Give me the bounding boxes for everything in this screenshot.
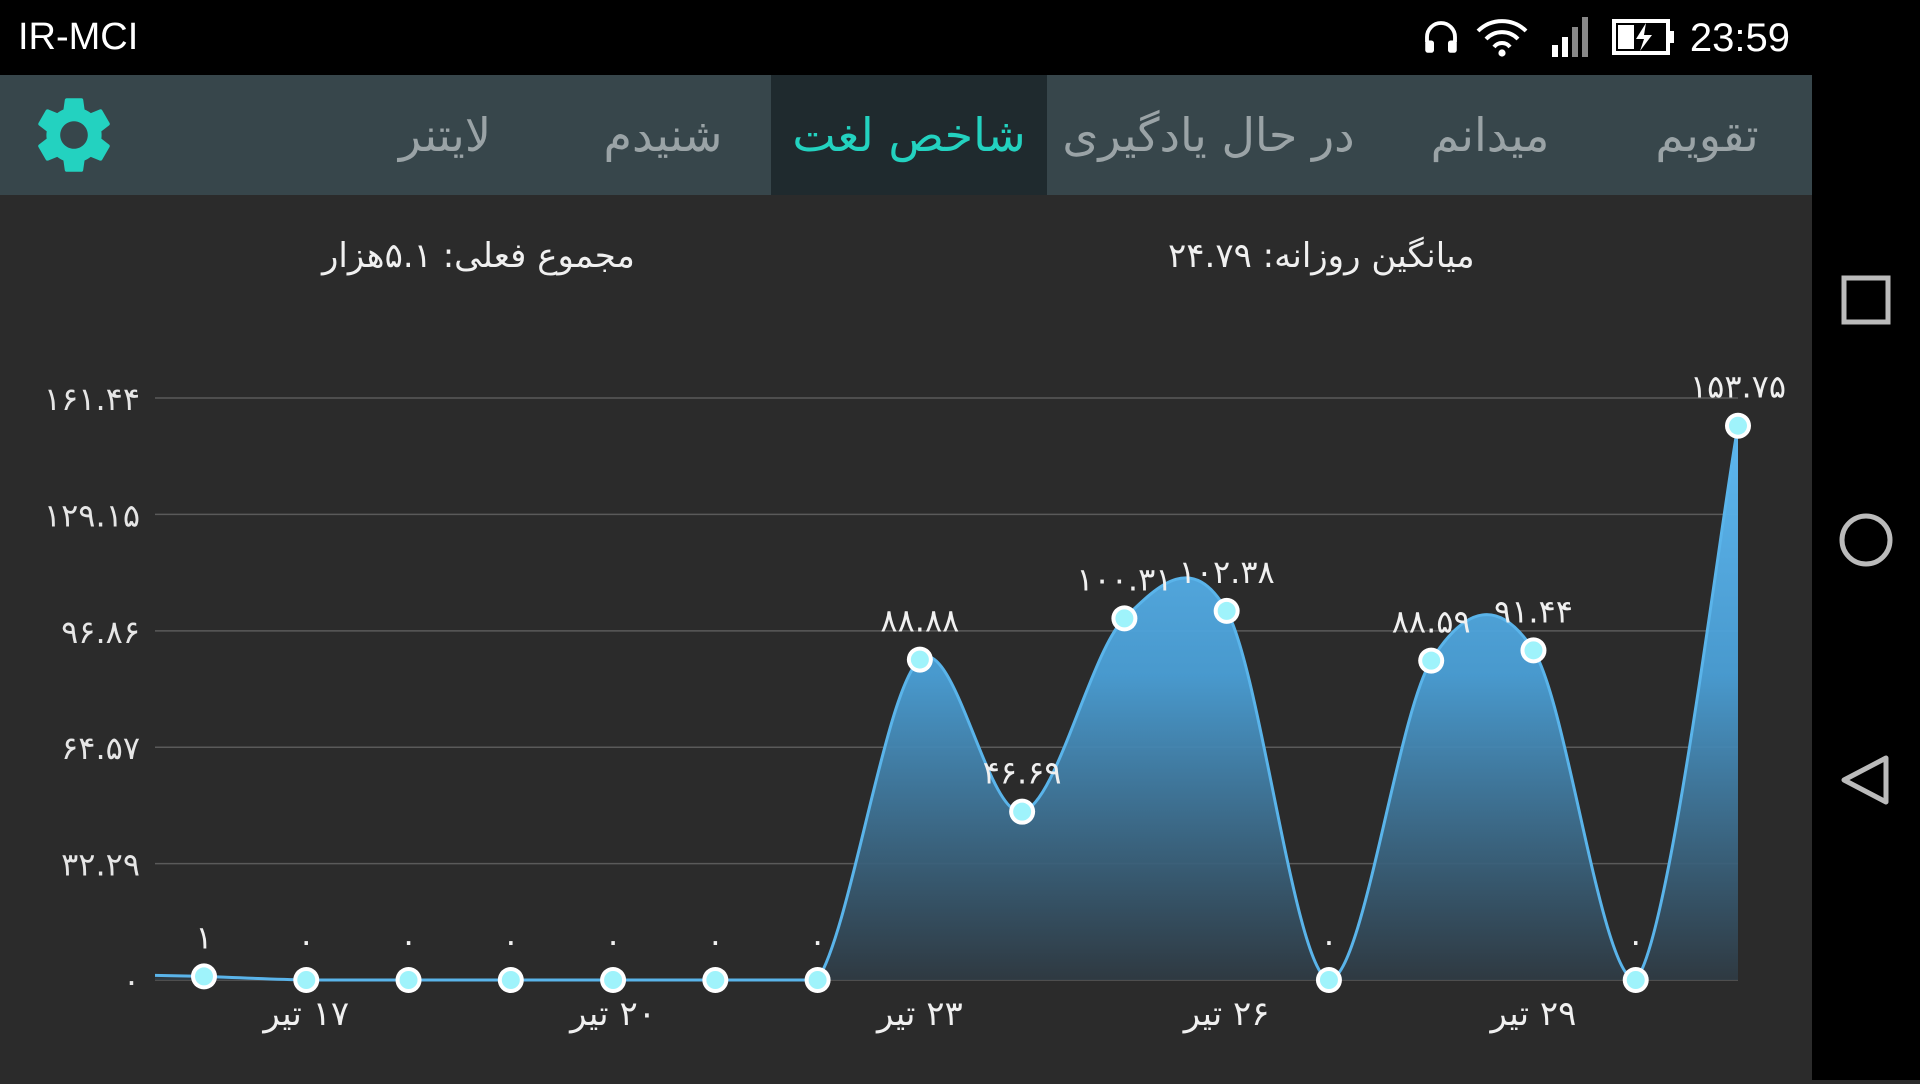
battery-charging-icon xyxy=(1612,16,1676,62)
x-tick-label: ۲۰ تیر xyxy=(568,994,656,1034)
series-line xyxy=(203,425,1740,982)
data-label: ۱۰۲.۳۸ xyxy=(1179,553,1275,591)
data-label: ۰ xyxy=(604,922,621,960)
y-tick-label: ۱۶۱.۴۴ xyxy=(44,380,140,418)
current-total-label: مجموع فعلی: ۵.۱هزار xyxy=(322,236,635,276)
daily-average-label: میانگین روزانه: ۲۴.۷۹ xyxy=(1168,236,1475,276)
data-point-inner xyxy=(297,971,316,989)
y-tick-label: ۳۲.۲۹ xyxy=(61,846,140,884)
back-icon xyxy=(1841,755,1889,805)
navigation-bar xyxy=(1812,0,1920,1080)
x-tick-label: ۱۷ تیر xyxy=(261,994,349,1034)
x-tick-label: ۲۹ تیر xyxy=(1489,994,1577,1034)
data-label: ۰ xyxy=(707,922,724,960)
data-point-inner xyxy=(1013,802,1032,821)
data-point-inner xyxy=(1115,609,1134,628)
data-label: ۱۰۰.۳۱ xyxy=(1076,560,1172,598)
data-point-inner xyxy=(1729,416,1747,435)
home-button[interactable] xyxy=(1836,510,1896,570)
data-label: ۹۱.۴۴ xyxy=(1494,592,1573,630)
data-label: ۸۸.۵۹ xyxy=(1392,603,1471,641)
series-area xyxy=(155,425,1738,980)
status-bar: IR-MCI 23:59 xyxy=(0,0,1812,75)
data-point-inner xyxy=(808,971,827,989)
tab-known[interactable]: میدانم xyxy=(1430,108,1550,162)
data-point-inner xyxy=(501,971,520,989)
carrier-name: IR-MCI xyxy=(18,16,139,58)
data-point-inner xyxy=(1422,651,1441,670)
word-index-chart: ۰ ۳۲.۲۹ ۶۴.۵۷ ۹۶.۸۶ ۱۲۹.۱۵ ۱۶۱.۴۴ ۱ ۰ ۰ ۰ ۰ ۰ ۰ ۸۸.۸۸… xyxy=(0,340,1812,1080)
x-tick-label: ۲۳ تیر xyxy=(875,994,963,1034)
data-label: ۰ xyxy=(809,922,826,960)
recent-apps-icon xyxy=(1841,275,1891,325)
data-label: ۰ xyxy=(502,922,519,960)
data-point-inner xyxy=(1217,601,1236,620)
settings-button[interactable] xyxy=(28,89,120,181)
data-label: ۰ xyxy=(1320,922,1337,960)
back-button[interactable] xyxy=(1836,750,1896,810)
tab-word-index[interactable]: شاخص لغت xyxy=(771,75,1047,195)
data-point-inner xyxy=(1626,971,1645,989)
tab-leitner[interactable]: لایتنر xyxy=(398,108,492,162)
recent-apps-button[interactable] xyxy=(1836,270,1896,330)
clock: 23:59 xyxy=(1689,16,1790,60)
data-label: ۰ xyxy=(400,922,417,960)
data-label: ۱ xyxy=(195,918,212,956)
y-tick-label: ۰ xyxy=(123,962,140,1000)
headphones-icon xyxy=(1420,16,1462,62)
data-point-inner xyxy=(604,971,623,989)
tab-learning[interactable]: در حال یادگیری xyxy=(1062,108,1355,162)
data-point-inner xyxy=(910,650,929,669)
data-label: ۱۵۳.۷۵ xyxy=(1690,368,1786,406)
y-tick-label: ۶۴.۵۷ xyxy=(61,729,140,767)
y-tick-label: ۱۲۹.۱۵ xyxy=(44,496,140,534)
home-icon xyxy=(1839,513,1893,567)
chart-svg: ۰ ۳۲.۲۹ ۶۴.۵۷ ۹۶.۸۶ ۱۲۹.۱۵ ۱۶۱.۴۴ ۱ ۰ ۰ ۰ ۰ ۰ ۰ ۸۸.۸۸… xyxy=(44,368,1786,1034)
data-point-inner xyxy=(1524,641,1543,660)
data-point-inner xyxy=(706,971,725,989)
data-label: ۰ xyxy=(298,922,315,960)
data-point-inner xyxy=(195,967,213,986)
data-point-inner xyxy=(1319,971,1338,989)
wifi-icon xyxy=(1474,16,1530,62)
tab-bar: تقویم میدانم در حال یادگیری شاخص لغت شنی… xyxy=(0,75,1812,195)
x-tick-label: ۲۶ تیر xyxy=(1182,994,1270,1034)
tab-calendar[interactable]: تقویم xyxy=(1655,108,1759,162)
data-label: ۸۸.۸۸ xyxy=(880,602,959,640)
tab-heard[interactable]: شنیدم xyxy=(603,108,723,162)
signal-icon xyxy=(1548,16,1596,62)
data-label: ۰ xyxy=(1627,922,1644,960)
gear-icon xyxy=(38,98,110,172)
y-tick-label: ۹۶.۸۶ xyxy=(61,613,140,651)
data-label: ۴۶.۶۹ xyxy=(983,754,1062,792)
data-point-inner xyxy=(399,971,418,989)
